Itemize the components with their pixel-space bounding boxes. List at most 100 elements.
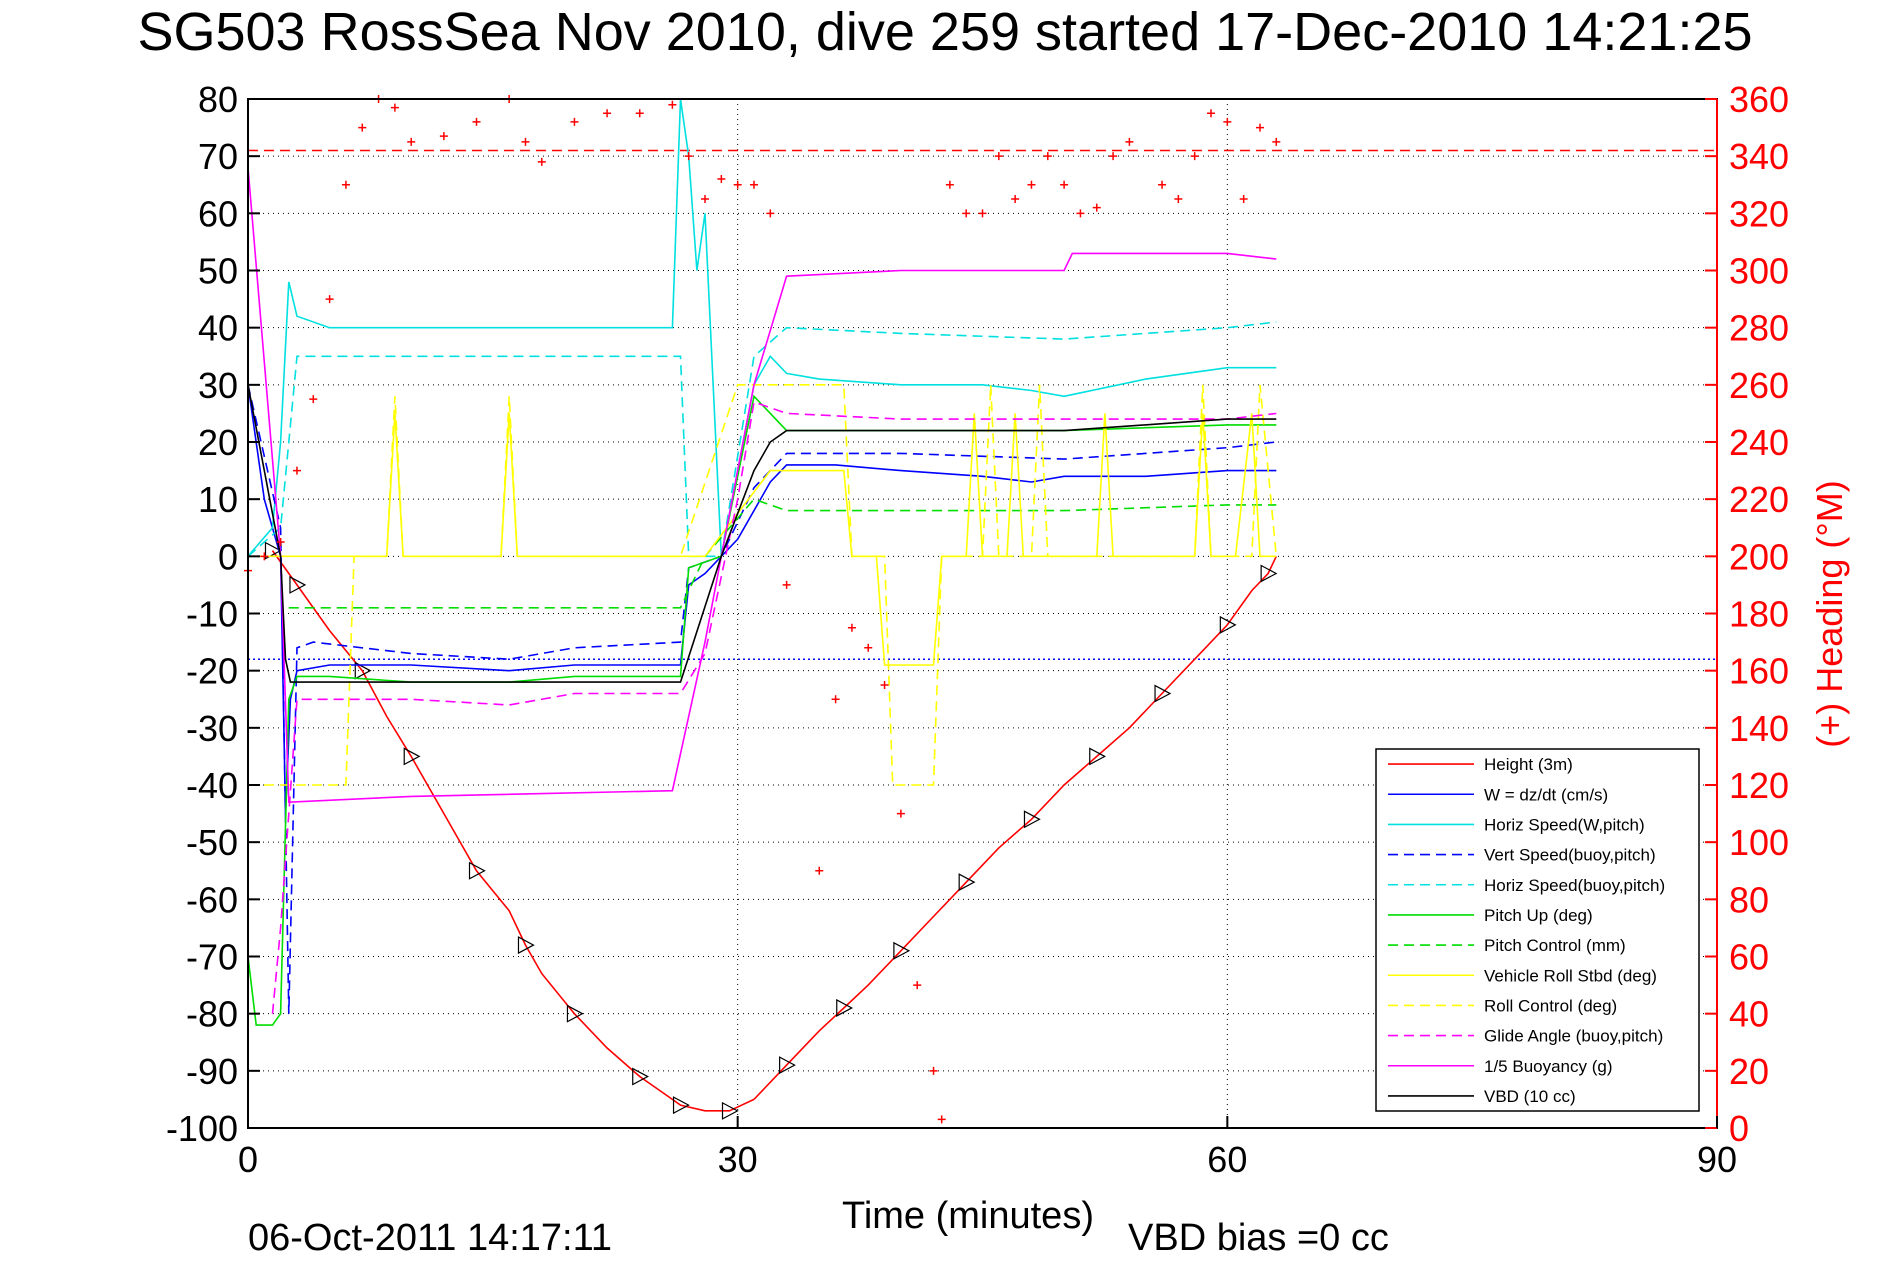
heading-marker <box>472 117 481 126</box>
heading-marker <box>439 132 448 141</box>
heading-marker <box>309 395 318 404</box>
x-axis: 0 30 60 90 <box>238 1116 1737 1180</box>
heading-marker <box>896 809 905 818</box>
heading-marker <box>782 580 791 589</box>
y2-tick-label: 360 <box>1729 79 1789 120</box>
x-tick-label: 0 <box>238 1139 258 1180</box>
height-marker <box>403 747 421 766</box>
heading-marker <box>962 209 971 218</box>
heading-marker <box>847 623 856 632</box>
legend-label: Pitch Up (deg) <box>1484 906 1593 925</box>
heading-marker <box>603 109 612 118</box>
x-axis-label: Time (minutes) <box>842 1195 1094 1237</box>
y-tick-label: -20 <box>186 651 238 692</box>
x-tick-label: 60 <box>1207 1139 1247 1180</box>
series-line-4 <box>247 321 1277 558</box>
heading-marker <box>1060 180 1069 189</box>
y-tick-label: 40 <box>198 308 238 349</box>
heading-marker <box>701 195 710 204</box>
height-marker <box>517 936 535 955</box>
height-marker <box>289 575 307 594</box>
series-line-0 <box>271 550 1278 1112</box>
heading-marker <box>1125 137 1134 146</box>
series-line-8 <box>248 384 1278 786</box>
height-marker <box>1219 615 1237 634</box>
height-marker <box>354 661 372 680</box>
height-marker <box>958 873 976 892</box>
legend: Height (3m) W = dz/dt (cm/s) Horiz Speed(W… <box>1375 748 1700 1112</box>
height-marker <box>836 998 854 1017</box>
heading-marker <box>994 152 1003 161</box>
y2-tick-label: 280 <box>1729 308 1789 349</box>
height-marker <box>779 1056 796 1075</box>
series-line-3 <box>247 384 1277 1014</box>
left-axis: 80 70 60 50 40 30 20 10 0 -10 -20 -30 -40 -50 -60 -70 -8… <box>166 79 260 1149</box>
height-marker <box>264 541 282 560</box>
y2-tick-label: 80 <box>1729 879 1769 920</box>
legend-label: VBD (10 cc) <box>1484 1087 1576 1106</box>
heading-marker <box>1092 203 1101 212</box>
footer-date: 06-Oct-2011 14:17:11 <box>248 1217 612 1259</box>
series-line-9 <box>271 400 1277 1014</box>
y-tick-label: -60 <box>186 879 238 920</box>
heading-marker <box>1174 195 1183 204</box>
series-line-7 <box>248 413 1277 666</box>
y-tick-label: -70 <box>186 937 238 978</box>
y2-tick-label: 260 <box>1729 365 1789 406</box>
heading-marker <box>684 152 693 161</box>
y2-tick-label: 160 <box>1729 651 1789 692</box>
height-marker <box>893 941 911 960</box>
heading-marker <box>1109 152 1118 161</box>
height-marker <box>672 1096 690 1115</box>
heading-marker <box>1027 180 1036 189</box>
y-tick-label: 20 <box>198 422 238 463</box>
height-marker <box>721 1101 739 1120</box>
height-marker <box>1089 747 1107 766</box>
heading-marker <box>276 538 285 547</box>
heading-marker <box>937 1115 946 1124</box>
heading-marker <box>407 137 416 146</box>
heading-marker <box>521 137 530 146</box>
heading-marker <box>864 643 873 652</box>
series-line-11 <box>247 384 1277 683</box>
heading-marker <box>929 1066 938 1075</box>
series-line-10 <box>247 167 1277 804</box>
legend-label: Height (3m) <box>1484 755 1573 774</box>
right-axis: 3603403203002802602402202001801601401201… <box>1705 79 1789 1149</box>
y2-tick-label: 60 <box>1729 937 1769 978</box>
legend-label: Glide Angle (buoy,pitch) <box>1484 1027 1663 1046</box>
heading-marker <box>1255 123 1264 132</box>
heading-marker <box>1158 180 1167 189</box>
y-tick-label: -10 <box>186 594 238 635</box>
heading-marker <box>733 180 742 189</box>
heading-marker <box>749 180 758 189</box>
x-tick-label: 30 <box>718 1139 758 1180</box>
series-line-1 <box>247 384 1277 814</box>
y2-tick-label: 220 <box>1729 479 1789 520</box>
y2-tick-label: 0 <box>1729 1108 1749 1149</box>
legend-label: Roll Control (deg) <box>1484 996 1617 1015</box>
series-line-2 <box>247 98 1277 557</box>
heading-marker <box>1223 117 1232 126</box>
heading-marker <box>570 117 579 126</box>
heading-marker <box>537 157 546 166</box>
heading-marker <box>880 680 889 689</box>
y-tick-label: 10 <box>198 479 238 520</box>
series-heading-markers <box>244 95 1281 1124</box>
height-marker <box>632 1067 650 1086</box>
legend-label: W = dz/dt (cm/s) <box>1484 785 1608 804</box>
y-tick-label: 60 <box>198 193 238 234</box>
y-tick-label: 30 <box>198 365 238 406</box>
legend-label: Vehicle Roll Stbd (deg) <box>1484 966 1657 985</box>
y-tick-label: 50 <box>198 251 238 292</box>
heading-marker <box>717 175 726 184</box>
chart-title: SG503 RossSea Nov 2010, dive 259 started… <box>137 2 1752 62</box>
legend-label: Pitch Control (mm) <box>1484 936 1626 955</box>
heading-marker <box>292 466 301 475</box>
heading-marker <box>913 981 922 990</box>
y2-tick-label: 20 <box>1729 1051 1769 1092</box>
y2-tick-label: 200 <box>1729 536 1789 577</box>
legend-label: 1/5 Buoyancy (g) <box>1484 1057 1613 1076</box>
heading-marker <box>978 209 987 218</box>
heading-marker <box>1207 109 1216 118</box>
